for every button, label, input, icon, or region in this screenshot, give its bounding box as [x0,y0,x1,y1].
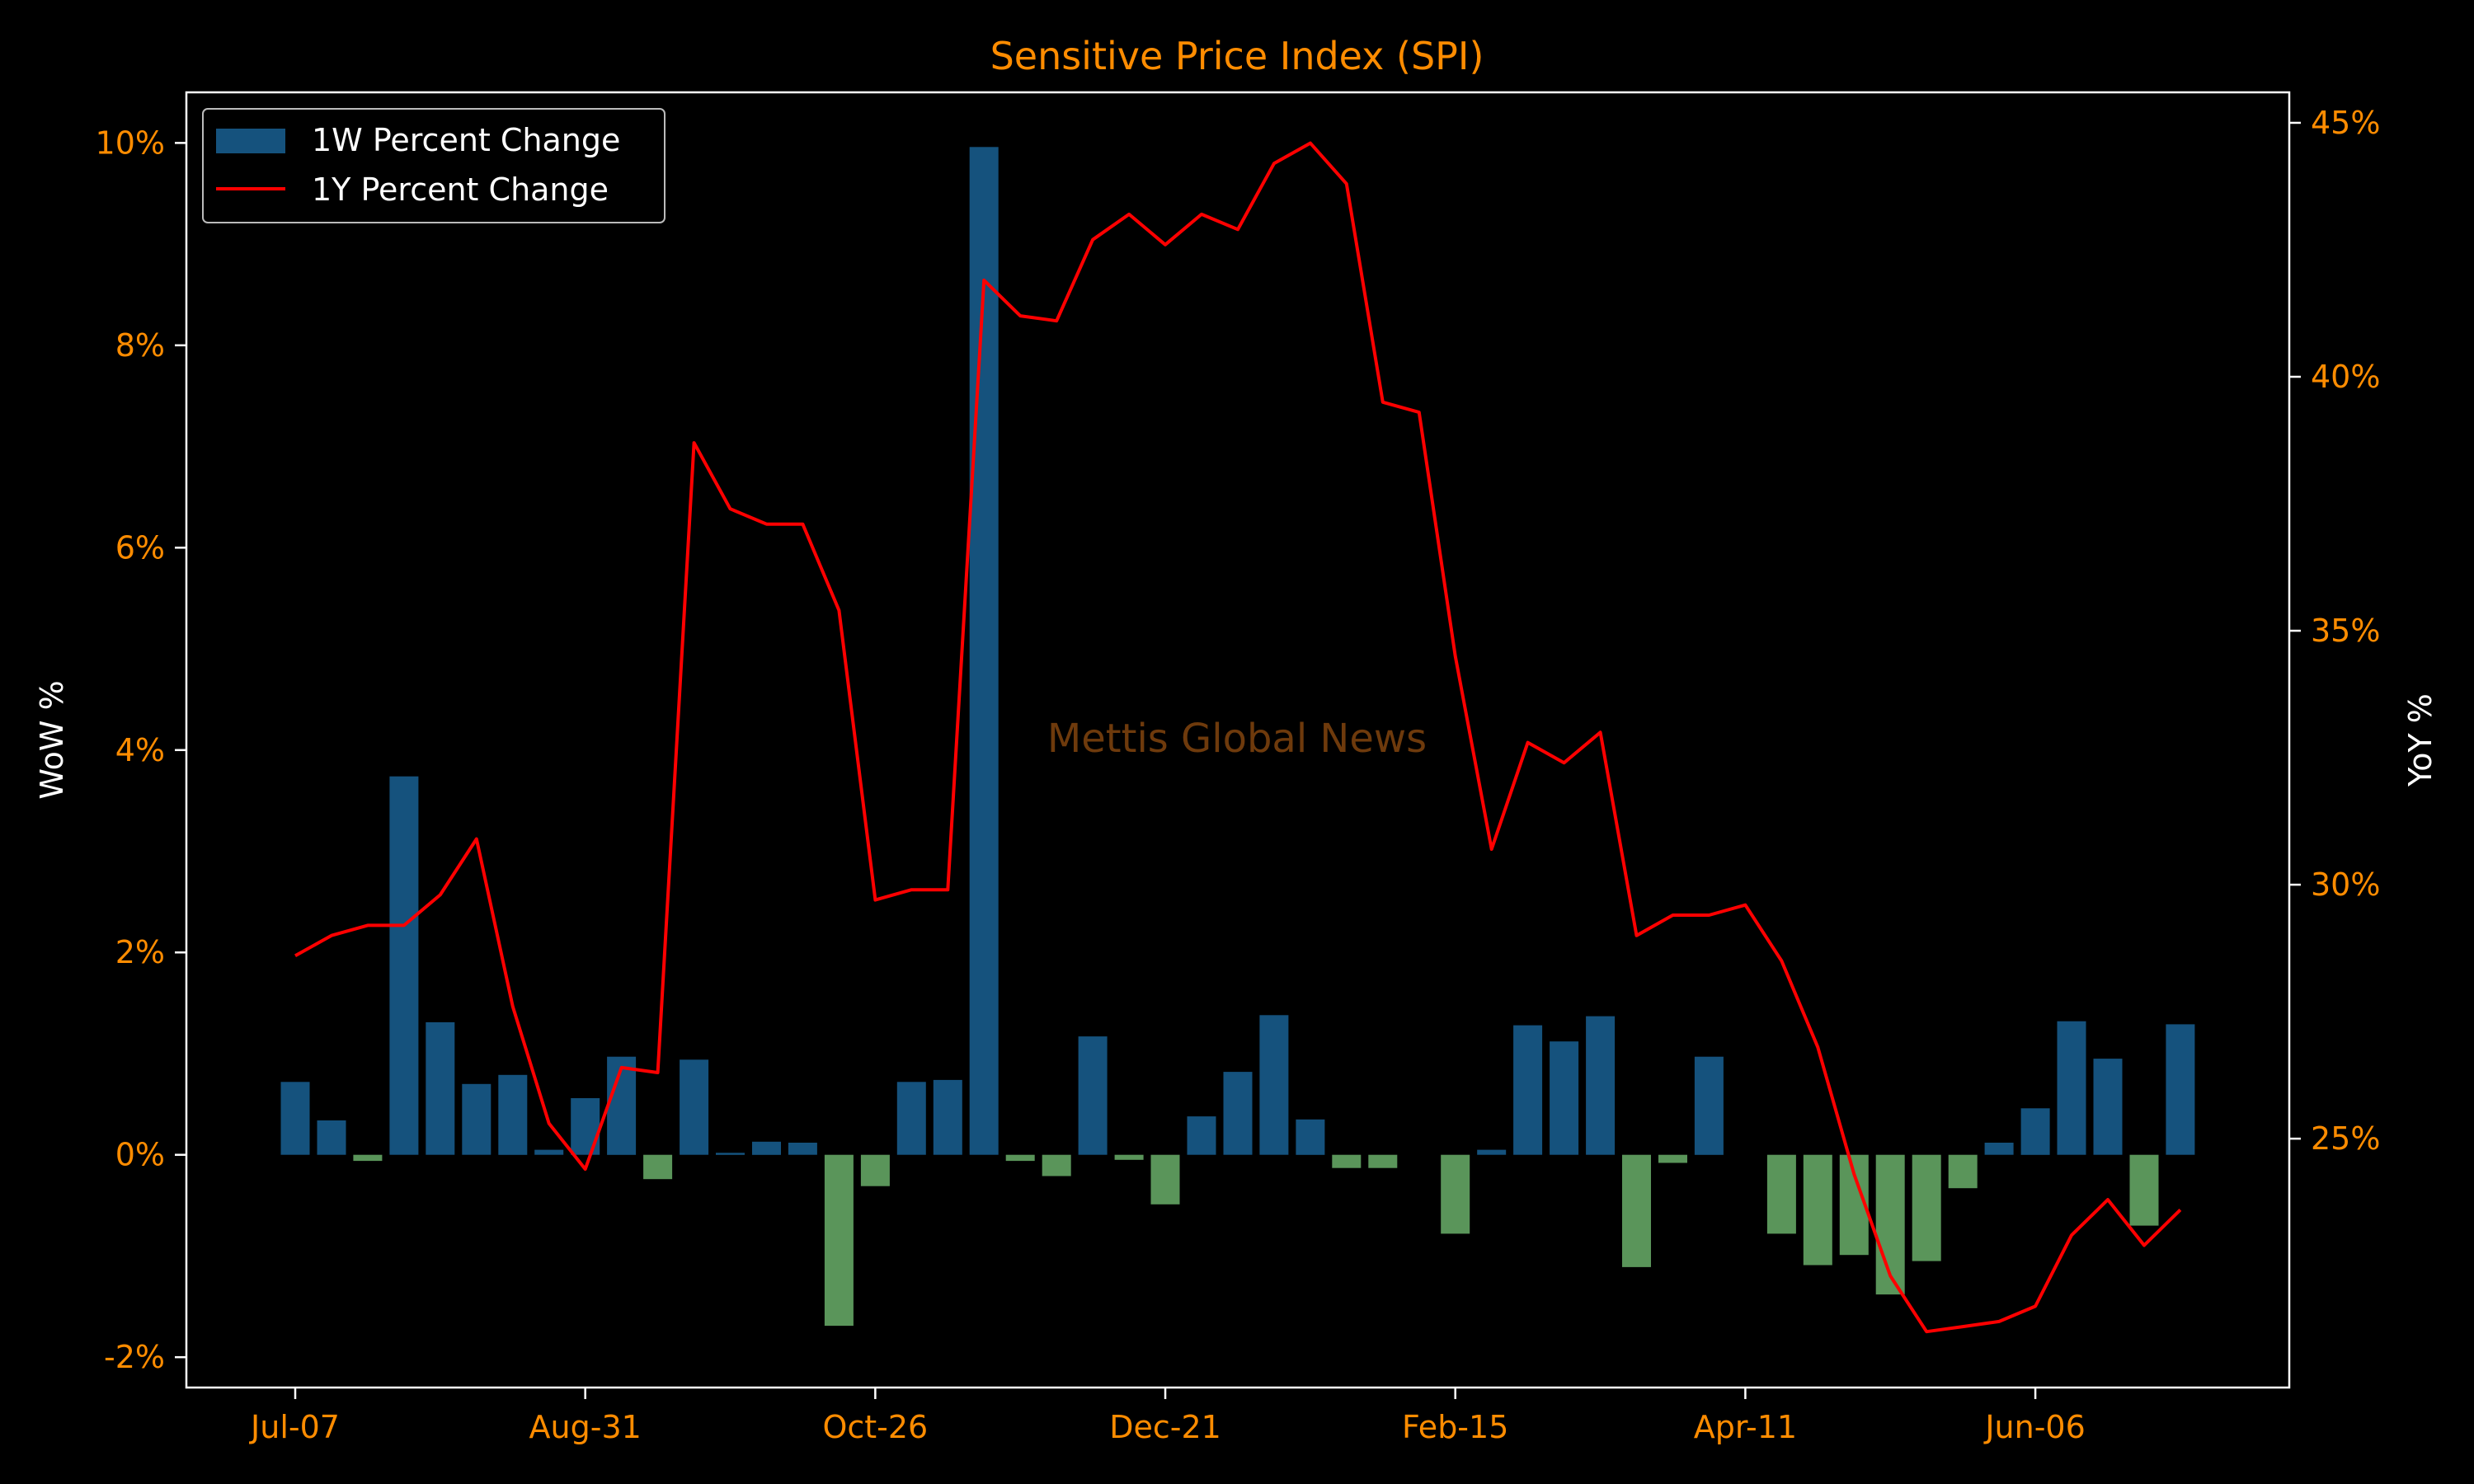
wow-bar [1078,1036,1108,1155]
wow-bar [534,1149,564,1155]
wow-bar [1259,1015,1289,1155]
wow-bar [2166,1024,2195,1155]
x-tick-label: Oct-26 [822,1409,928,1445]
wow-bar [1042,1154,1071,1176]
x-axis: Jul-07 Aug-31 Oct-26 Dec-21 Feb-15 Apr-11 Jun-… [249,1388,2086,1445]
wow-bar [1296,1119,1325,1155]
wow-bar [607,1056,637,1155]
x-tick-label: Dec-21 [1109,1409,1221,1445]
right-y-axis: 25% 30% 35% 40% 45% [2289,105,2380,1157]
left-tick-label: 4% [115,732,165,768]
wow-bar [1622,1154,1651,1267]
wow-bar [2057,1021,2086,1155]
right-tick-label: 40% [2311,359,2380,395]
legend-bar-swatch [216,129,285,153]
wow-bar [426,1021,455,1155]
wow-bar [824,1154,854,1327]
wow-bar [317,1120,346,1155]
legend: 1W Percent Change 1Y Percent Change [202,108,666,223]
x-tick-label: Aug-31 [529,1409,642,1445]
wow-bar [1150,1154,1180,1205]
plot-border [185,91,2291,1389]
wow-bar [1658,1154,1687,1163]
wow-bar-series [280,147,2195,1327]
left-y-axis: -2% 0% 2% 4% 6% 8% 10% [96,124,186,1375]
x-tick-label: Jun-06 [1983,1409,2085,1445]
wow-bar [1223,1072,1253,1155]
legend-box [202,108,666,223]
wow-bar [1368,1154,1398,1168]
right-tick-label: 25% [2311,1120,2380,1157]
wow-bar [788,1143,817,1155]
wow-bar [1948,1154,1978,1189]
right-axis-title: YoY % [2402,693,2439,787]
plot-frame [185,91,2291,1389]
left-tick-label: 10% [96,124,165,161]
wow-bar [2129,1154,2159,1226]
right-tick-label: 35% [2311,613,2380,649]
wow-bar [462,1083,492,1155]
wow-bar [969,147,999,1155]
chart-title: Sensitive Price Index (SPI) [990,34,1484,78]
wow-bar [1586,1016,1616,1155]
left-tick-label: 0% [115,1137,165,1173]
wow-bar [389,776,419,1155]
wow-bar [571,1098,600,1155]
legend-bar-label: 1W Percent Change [312,122,620,158]
wow-bar [1332,1154,1362,1168]
wow-bar [1005,1154,1035,1162]
wow-bar [752,1141,781,1155]
wow-bar [896,1082,926,1155]
wow-bar [1550,1041,1579,1155]
wow-bar [1766,1154,1796,1234]
yoy-line-series [294,141,2182,1334]
left-tick-label: 8% [115,327,165,364]
wow-bar [1984,1143,2014,1155]
wow-bar [1912,1154,1941,1261]
wow-bar [1114,1154,1144,1160]
left-tick-label: 6% [115,529,165,566]
right-tick-label: 30% [2311,866,2380,903]
left-axis-title: WoW % [34,680,70,799]
wow-bar [498,1074,528,1155]
legend-line-label: 1Y Percent Change [312,171,609,208]
wow-bar [680,1059,709,1155]
wow-bar [643,1154,673,1180]
wow-bar [933,1079,962,1155]
x-tick-label: Apr-11 [1694,1409,1797,1445]
wow-bar [1441,1154,1470,1234]
left-tick-label: 2% [115,934,165,970]
wow-bar [2020,1108,2050,1155]
wow-bar [1694,1056,1724,1155]
right-tick-label: 45% [2311,105,2380,141]
wow-bar [1513,1025,1543,1155]
wow-bar [860,1154,890,1186]
x-tick-label: Jul-07 [249,1409,340,1445]
watermark-text: Mettis Global News [1047,716,1427,762]
wow-bar [1803,1154,1832,1266]
wow-bar [716,1153,745,1155]
x-tick-label: Feb-15 [1402,1409,1508,1445]
wow-bar [353,1154,383,1162]
left-tick-label: -2% [104,1339,165,1375]
wow-bar [2093,1059,2123,1155]
wow-bar [1477,1149,1507,1155]
wow-bar [1187,1116,1216,1155]
wow-bar [280,1082,310,1155]
